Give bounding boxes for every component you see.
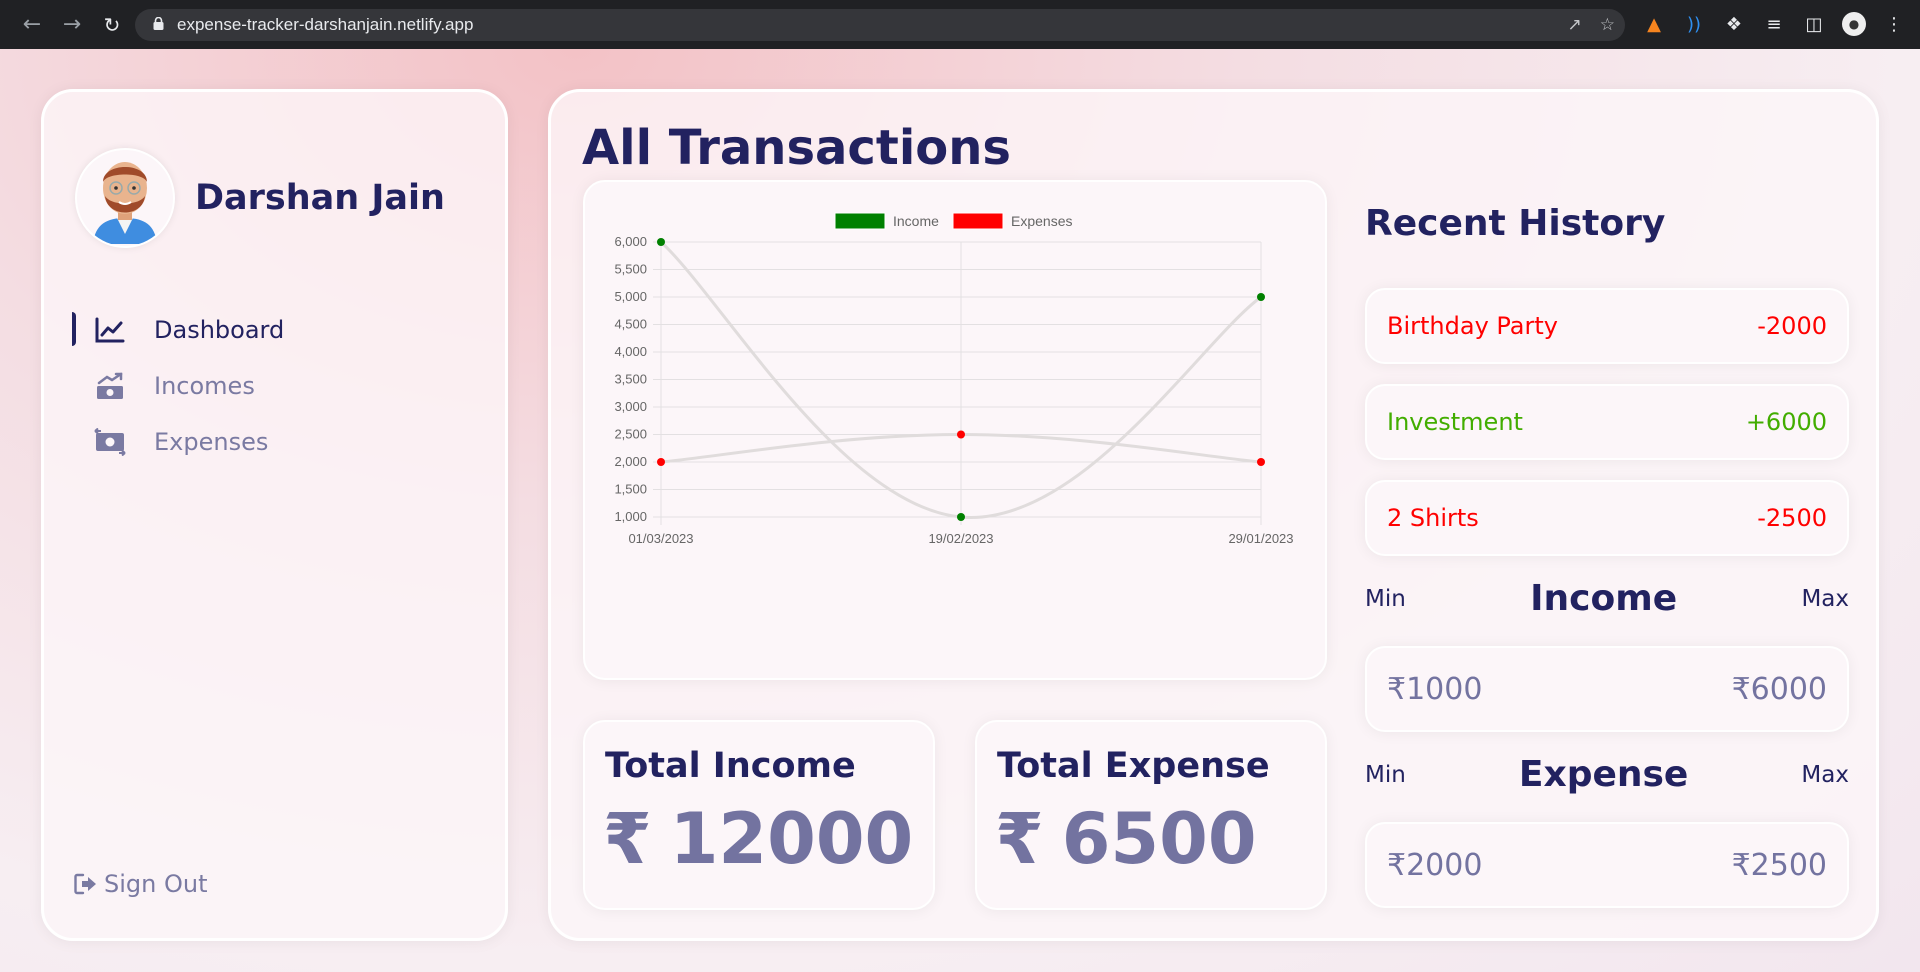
history-item-amount: -2000 xyxy=(1757,312,1827,340)
rupee-icon: ₹ xyxy=(995,798,1044,880)
history-item: 2 Shirts -2500 xyxy=(1365,480,1849,556)
forward-icon[interactable]: → xyxy=(62,12,82,37)
metamask-icon[interactable]: ▲ xyxy=(1647,13,1661,35)
y-tick-label: 3,500 xyxy=(614,372,647,387)
history-item: Birthday Party -2000 xyxy=(1365,288,1849,364)
history-item-amount: +6000 xyxy=(1745,408,1827,436)
sidebar: Darshan Jain Dashboard Incomes Expenses … xyxy=(41,89,508,941)
money-bill-trend-up-icon xyxy=(92,371,128,401)
income-range-box: ₹1000 ₹6000 xyxy=(1365,646,1849,732)
user-profile: Darshan Jain xyxy=(75,148,445,248)
income-min-value: ₹1000 xyxy=(1387,671,1483,707)
sidebar-item-incomes[interactable]: Incomes xyxy=(72,358,472,414)
history-item: Investment +6000 xyxy=(1365,384,1849,460)
x-tick-label: 29/01/2023 xyxy=(1228,531,1293,546)
y-tick-label: 5,500 xyxy=(614,262,647,277)
total-income-label: Total Income xyxy=(605,746,856,786)
browser-nav: ← → ↻ xyxy=(12,12,132,37)
wave-extension-icon[interactable]: )) xyxy=(1686,13,1702,35)
total-income-value: ₹12000 xyxy=(603,798,913,880)
legend-label: Expenses xyxy=(1011,213,1072,229)
history-item-title: Birthday Party xyxy=(1387,312,1558,340)
y-tick-label: 1,000 xyxy=(614,509,647,524)
side-panel-icon[interactable]: ◫ xyxy=(1805,13,1823,35)
legend-label: Income xyxy=(893,213,939,229)
x-tick-label: 01/03/2023 xyxy=(628,531,693,546)
transactions-chart-card: 1,000 1,500 2,000 2,500 3,000 3,500 4,000 4,500… xyxy=(583,180,1327,680)
y-tick-label: 4,000 xyxy=(614,344,647,359)
data-point-income xyxy=(1257,293,1265,301)
data-point-income xyxy=(957,513,965,521)
data-point-income xyxy=(657,238,665,246)
y-tick-label: 4,500 xyxy=(614,317,647,332)
expense-min-value: ₹2000 xyxy=(1387,847,1483,883)
total-income-amount: 12000 xyxy=(669,798,914,880)
y-tick-label: 6,000 xyxy=(614,234,647,249)
total-expense-amount: 6500 xyxy=(1061,798,1257,880)
nav-menu: Dashboard Incomes Expenses xyxy=(72,302,472,470)
data-point-expenses xyxy=(1257,458,1265,466)
browser-toolbar: ← → ↻ expense-tracker-darshanjain.netlif… xyxy=(0,0,1920,49)
x-tick-label: 19/02/2023 xyxy=(928,531,993,546)
y-tick-label: 2,000 xyxy=(614,454,647,469)
address-bar[interactable]: expense-tracker-darshanjain.netlify.app … xyxy=(135,9,1625,41)
income-max-value: ₹6000 xyxy=(1731,671,1827,707)
expense-range-title: Expense xyxy=(1518,754,1689,795)
sidebar-item-dashboard[interactable]: Dashboard xyxy=(72,302,472,358)
sidebar-item-label: Dashboard xyxy=(154,316,285,344)
user-name: Darshan Jain xyxy=(195,178,445,218)
back-icon[interactable]: ← xyxy=(22,12,42,37)
expense-max-value: ₹2500 xyxy=(1731,847,1827,883)
main-panel: All Transactions 1,000 1,500 2,000 2,500 3,0… xyxy=(548,89,1879,941)
lock-icon[interactable] xyxy=(153,16,167,33)
expense-range-box: ₹2000 ₹2500 xyxy=(1365,822,1849,908)
y-tick-label: 3,000 xyxy=(614,399,647,414)
legend-swatch-income xyxy=(834,212,886,230)
sign-out-label: Sign Out xyxy=(104,870,208,898)
data-point-expenses xyxy=(657,458,665,466)
expense-max-label: Max xyxy=(1801,761,1849,788)
sign-out-button[interactable]: Sign Out xyxy=(74,870,208,898)
sidebar-item-label: Incomes xyxy=(154,372,255,400)
income-min-label: Min xyxy=(1365,585,1406,612)
total-expense-label: Total Expense xyxy=(997,746,1270,786)
data-point-expenses xyxy=(957,430,965,439)
extensions-bar: ▲ )) ❖ ≡ ◫ ● ⋮ xyxy=(1642,12,1906,36)
reload-icon[interactable]: ↻ xyxy=(103,12,121,37)
kebab-menu-icon[interactable]: ⋮ xyxy=(1885,13,1903,35)
share-icon[interactable]: ↗ xyxy=(1567,15,1582,35)
money-bill-transfer-icon xyxy=(92,428,128,456)
omnibox-actions: ↗ ☆ xyxy=(1568,15,1616,35)
star-icon[interactable]: ☆ xyxy=(1599,15,1615,35)
url-text[interactable]: expense-tracker-darshanjain.netlify.app xyxy=(177,15,474,34)
total-expense-value: ₹6500 xyxy=(995,798,1257,880)
sidebar-item-label: Expenses xyxy=(154,428,269,456)
income-max-label: Max xyxy=(1801,585,1849,612)
y-tick-label: 1,500 xyxy=(614,482,647,497)
puzzle-icon[interactable]: ❖ xyxy=(1725,13,1743,35)
y-tick-label: 5,000 xyxy=(614,289,647,304)
sidebar-item-expenses[interactable]: Expenses xyxy=(72,414,472,470)
expense-min-label: Min xyxy=(1365,761,1406,788)
sign-out-icon xyxy=(74,873,98,895)
transactions-chart: 1,000 1,500 2,000 2,500 3,000 3,500 4,000 4,500… xyxy=(614,212,1294,546)
avatar xyxy=(75,148,175,248)
reading-list-icon[interactable]: ≡ xyxy=(1766,13,1782,35)
income-range-header: Min Income Max xyxy=(1365,578,1849,619)
expense-range-header: Min Expense Max xyxy=(1365,754,1849,795)
avatar-illustration xyxy=(93,162,157,244)
income-range-title: Income xyxy=(1530,578,1678,619)
y-tick-label: 2,500 xyxy=(614,427,647,442)
total-expense-card: Total Expense ₹6500 xyxy=(975,720,1327,910)
recent-history-title: Recent History xyxy=(1365,203,1666,244)
history-item-title: Investment xyxy=(1387,408,1523,436)
rupee-icon: ₹ xyxy=(603,798,652,880)
history-item-amount: -2500 xyxy=(1757,504,1827,532)
chart-line-icon xyxy=(92,317,128,343)
total-income-card: Total Income ₹12000 xyxy=(583,720,935,910)
profile-icon[interactable]: ● xyxy=(1842,12,1866,36)
history-item-title: 2 Shirts xyxy=(1387,504,1479,532)
legend-swatch-expenses xyxy=(952,212,1004,230)
page-title: All Transactions xyxy=(582,120,1011,176)
